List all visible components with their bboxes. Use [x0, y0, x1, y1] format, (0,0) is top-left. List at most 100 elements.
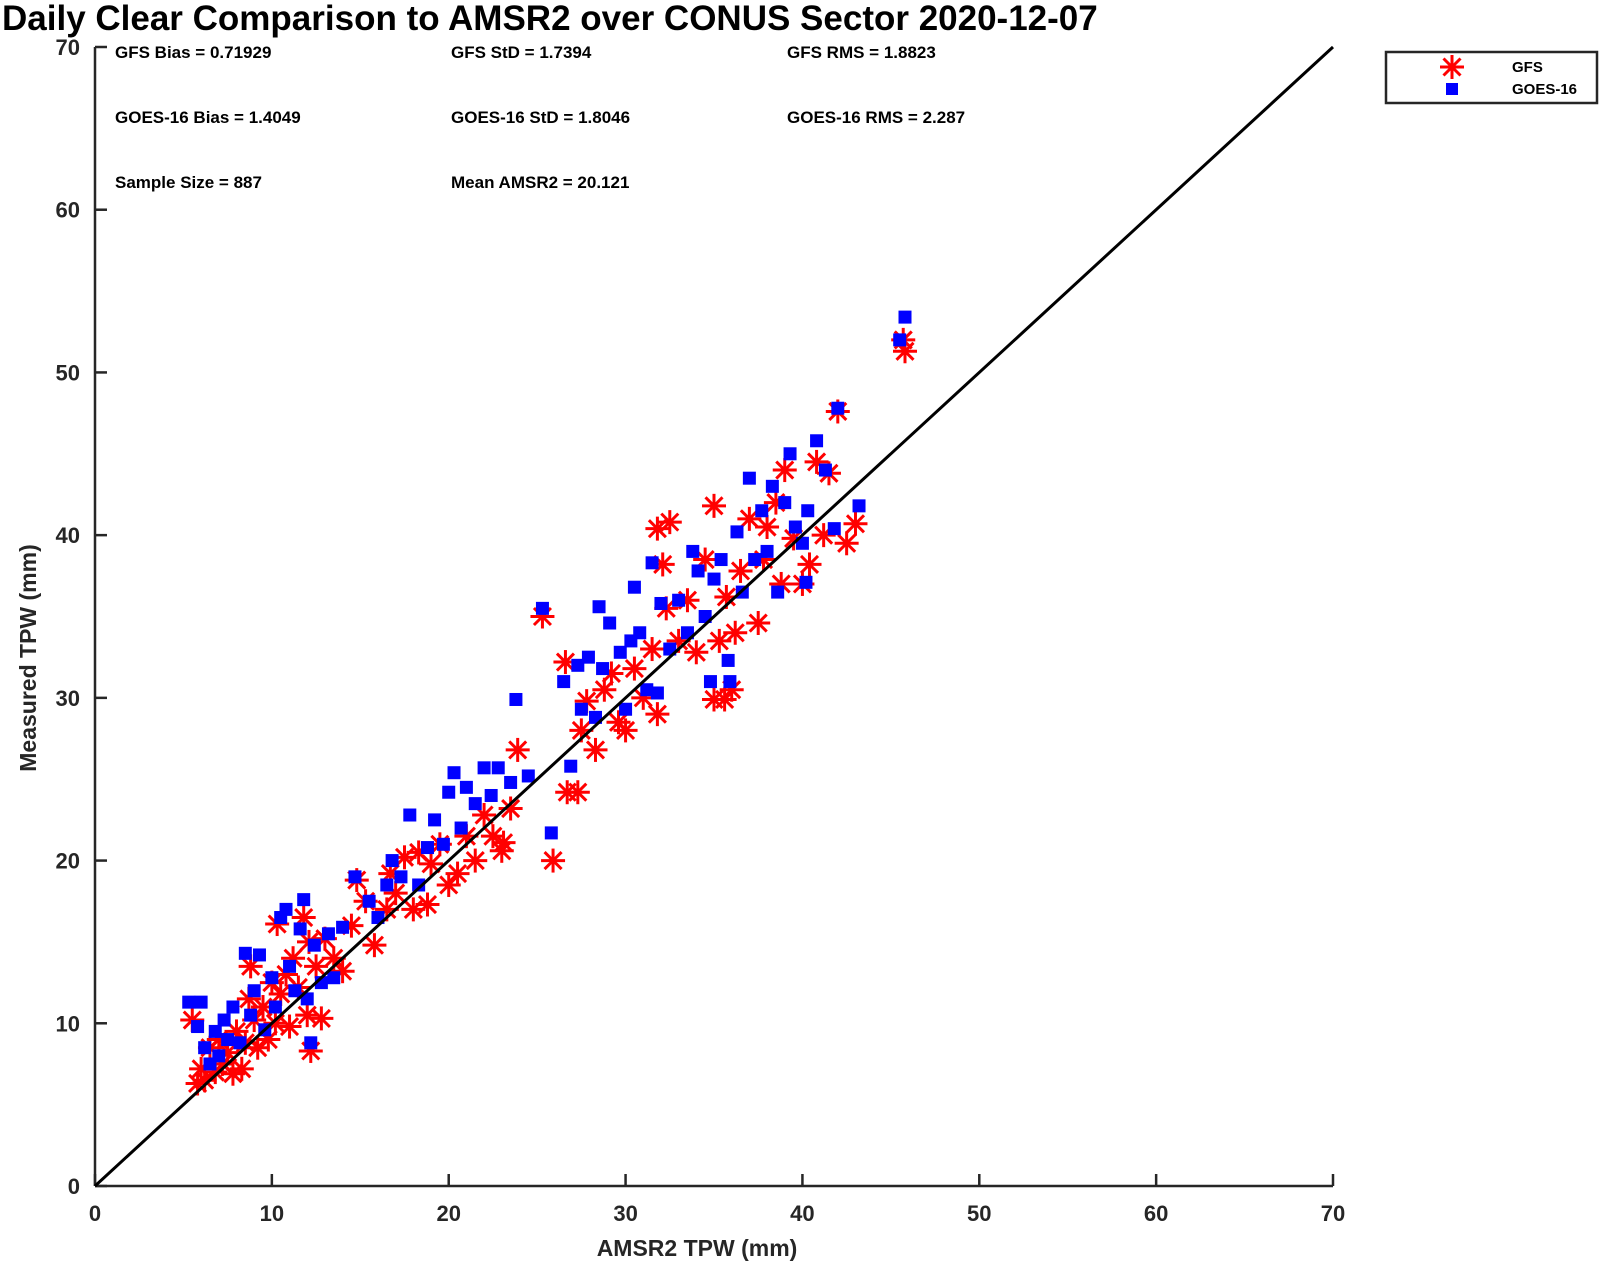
gfs-point: [553, 650, 578, 675]
gfs-point: [723, 620, 748, 645]
goes16-point: [244, 1008, 258, 1022]
goes16-point: [252, 948, 266, 962]
goes16-point: [592, 600, 606, 614]
goes16-point: [288, 984, 302, 998]
x-tick-label: 60: [1144, 1201, 1168, 1226]
x-axis-label: AMSR2 TPW (mm): [597, 1235, 798, 1261]
gfs-point: [362, 933, 387, 958]
gfs-point: [657, 510, 682, 535]
goes16-point: [783, 447, 797, 461]
goes16-point: [765, 479, 779, 493]
x-tick-label: 0: [89, 1201, 101, 1226]
goes16-point: [742, 471, 756, 485]
goes16-point: [194, 995, 208, 1009]
gfs-point: [541, 848, 566, 873]
goes16-point: [428, 813, 442, 827]
goes16-point: [191, 1020, 205, 1034]
gfs-point: [834, 531, 859, 556]
goes16-point: [459, 780, 473, 794]
y-tick-label: 40: [56, 523, 80, 548]
goes16-point: [627, 580, 641, 594]
gfs-point: [330, 959, 355, 984]
goes16-point: [233, 1036, 247, 1050]
gfs-point: [702, 493, 726, 518]
goes16-point: [208, 1024, 222, 1038]
goes16-point: [640, 683, 654, 697]
goes16-point: [564, 759, 578, 773]
goes16-point: [348, 870, 362, 884]
goes16-point: [283, 959, 297, 973]
goes16-point: [293, 922, 307, 936]
legend-goes16-marker: [1446, 83, 1458, 95]
gfs-point: [295, 1003, 320, 1028]
plot-area: 0 10 20 30 40 50 60 70 0 10 20 30 40 50 60 70: [56, 35, 1346, 1226]
goes16-point: [818, 463, 832, 477]
goes16-point: [504, 775, 518, 789]
y-axis-label: Measured TPW (mm): [15, 544, 41, 771]
gfs-point: [419, 851, 444, 876]
goes16-point: [535, 601, 549, 615]
gfs-point: [505, 737, 530, 762]
y-tick-label: 50: [56, 360, 80, 385]
x-tick-label: 10: [260, 1201, 284, 1226]
goes16-point: [198, 1041, 212, 1055]
goes16-point: [544, 826, 558, 840]
goes16-bias-text: GOES-16 Bias = 1.4049: [115, 108, 301, 127]
goes16-point: [760, 544, 774, 558]
x-tick-label: 70: [1321, 1201, 1345, 1226]
gfs-point: [309, 1006, 334, 1031]
goes16-point: [385, 854, 399, 868]
goes16-point: [212, 1049, 226, 1063]
goes16-point: [477, 761, 491, 775]
goes16-point: [217, 1013, 231, 1027]
x-tick-label: 30: [613, 1201, 637, 1226]
legend-gfs-label: GFS: [1512, 59, 1543, 76]
gfs-point: [229, 1056, 254, 1081]
goes16-point: [633, 626, 647, 640]
goes16-point: [304, 1036, 318, 1050]
goes16-point: [327, 971, 341, 985]
goes16-point: [297, 893, 311, 907]
goes16-point: [893, 333, 907, 347]
goes16-point: [247, 984, 261, 998]
goes16-point: [827, 522, 841, 536]
goes16-point: [336, 920, 350, 934]
gfs-point: [843, 511, 868, 536]
goes16-point: [898, 310, 912, 324]
x-tick-label: 50: [967, 1201, 991, 1226]
y-tick-label: 70: [56, 35, 80, 60]
goes16-point: [571, 658, 585, 672]
y-tick-label: 0: [68, 1174, 80, 1199]
gfs-point: [498, 796, 523, 821]
goes16-point: [468, 797, 482, 811]
goes16-point: [801, 504, 815, 518]
gfs-point: [684, 640, 709, 665]
gfs-point: [304, 954, 329, 979]
goes16-point: [362, 894, 376, 908]
gfs-point: [583, 737, 608, 762]
goes16-std-text: GOES-16 StD = 1.8046: [451, 108, 630, 127]
gfs-point: [277, 1014, 302, 1039]
goes16-point: [279, 902, 293, 916]
gfs-rms-text: GFS RMS = 1.8823: [787, 43, 936, 62]
goes16-point: [596, 662, 610, 676]
y-tick-label: 60: [56, 198, 80, 223]
gfs-point: [565, 780, 590, 805]
gfs-point: [613, 718, 638, 743]
goes16-point: [182, 995, 196, 1009]
goes16-point: [491, 761, 505, 775]
goes16-point: [603, 616, 617, 630]
goes16-point: [645, 556, 659, 570]
goes16-point: [778, 496, 792, 510]
goes16-point: [650, 686, 664, 700]
goes16-point: [771, 585, 785, 599]
gfs-point: [491, 830, 516, 855]
x-tick-label: 20: [436, 1201, 460, 1226]
goes16-point: [755, 504, 769, 518]
legend-box: [1384, 50, 1599, 105]
mean-amsr2-text: Mean AMSR2 = 20.121: [451, 173, 629, 192]
goes16-rms-text: GOES-16 RMS = 2.287: [787, 108, 965, 127]
sample-size-text: Sample Size = 887: [115, 173, 262, 192]
gfs-point: [268, 981, 293, 1006]
chart-title: Daily Clear Comparison to AMSR2 over CON…: [2, 0, 1098, 38]
